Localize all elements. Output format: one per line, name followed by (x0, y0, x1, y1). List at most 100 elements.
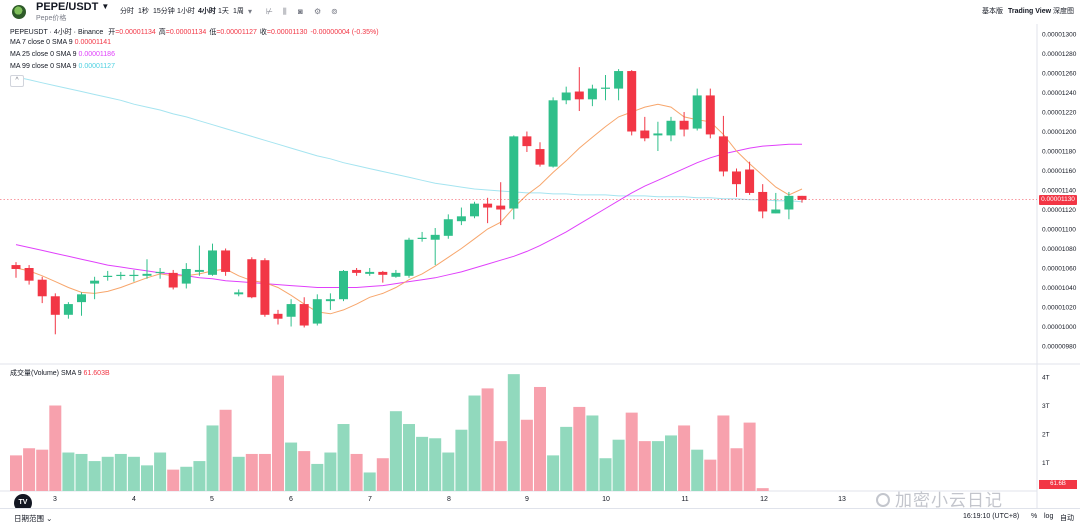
volume-bar-up (403, 424, 415, 491)
volume-bar-up (547, 455, 560, 491)
view-option-1[interactable]: Trading View (1008, 8, 1052, 15)
time-axis-label: 8 (447, 496, 451, 503)
time-axis-label: 3 (53, 496, 57, 503)
chart-header: PEPE/USDT ▼ Pepe价格 分时 1秒 15分钟 1小时 4小时 1天 1周 ▾ ⊬… (0, 0, 1080, 22)
price-axis-label: 0.00001160 (1042, 168, 1076, 175)
timeframe-0[interactable]: 分时 (120, 8, 134, 15)
timeframe-5[interactable]: 1天 (218, 8, 229, 15)
candle-up (509, 136, 519, 209)
candle-down (496, 205, 506, 210)
candle-down (273, 313, 283, 319)
indicator-icon[interactable]: ⊬ (266, 7, 273, 16)
ma25-label: MA 25 close 0 SMA 9 (10, 51, 77, 58)
percent-scale-button[interactable]: % (1031, 513, 1038, 520)
candle-up (587, 88, 597, 100)
price-axis-label: 0.00001260 (1042, 71, 1077, 78)
timeframe-2[interactable]: 15分钟 (153, 8, 175, 15)
price-chart[interactable]: 0.00001300 0.00001280 0.00001260 0.00001240… (0, 24, 1080, 512)
chevron-down-icon[interactable]: ▾ (248, 7, 253, 16)
volume-bar-up (389, 411, 402, 491)
volume-bar-down (573, 406, 586, 491)
candle-up (90, 280, 100, 284)
candle-up (771, 209, 781, 214)
symbol-name: PEPE/USDT (36, 1, 99, 13)
symbol-selector[interactable]: PEPE/USDT ▼ (36, 1, 109, 13)
candle-down (221, 250, 231, 272)
ma25-value: 0.00001186 (78, 51, 115, 58)
volume-bar-up (114, 453, 127, 491)
date-range-selector[interactable]: 日期范围 ⌄ (14, 513, 52, 524)
volume-bar-up (599, 458, 612, 491)
fullscreen-icon[interactable]: ⊚ (331, 7, 338, 16)
chart-area[interactable]: 0.00001300 0.00001280 0.00001260 0.00001240… (0, 24, 1080, 512)
chevron-down-icon: ▼ (101, 2, 110, 11)
date-range-label: 日期范围 (14, 514, 44, 523)
volume-axis-label: 1T (1042, 460, 1050, 467)
timeframe-4[interactable]: 4小时 (198, 8, 216, 15)
log-scale-button[interactable]: log (1044, 513, 1054, 520)
chart-type-icon[interactable]: ⫼ (283, 7, 287, 16)
auto-scale-button[interactable]: 自动 (1060, 515, 1074, 522)
candle-down (24, 268, 34, 281)
timeframe-1[interactable]: 1秒 (138, 8, 149, 15)
time-axis-label: 13 (838, 496, 846, 503)
ma99-line (15, 76, 803, 203)
volume-bar-up (665, 435, 677, 491)
time-axis-label: 12 (760, 496, 768, 503)
price-axis-label: 0.00001100 (1042, 227, 1076, 234)
ma7-legend[interactable]: MA 7 close 0 SMA 9 0.00001141 (10, 38, 111, 48)
volume-sma-label: SMA 9 (60, 370, 82, 377)
candle-down (640, 130, 650, 139)
volume-bar-up (127, 456, 140, 491)
candle-up (129, 274, 139, 277)
volume-value: 61.603B (83, 370, 110, 377)
ohlc-value-0: =0.00001134 (115, 29, 156, 36)
candle-up (181, 268, 191, 284)
volume-bar-down (245, 453, 258, 491)
candle-up (312, 299, 322, 324)
volume-bar-up (180, 466, 193, 491)
price-axis-label: 0.00001220 (1042, 110, 1077, 117)
candle-up (103, 275, 113, 277)
candle-up (784, 195, 794, 210)
camera-icon[interactable]: ◙ (298, 7, 303, 16)
settings-icon[interactable]: ⚙ (314, 7, 322, 16)
view-option-2[interactable]: 深度图 (1053, 8, 1074, 15)
collapse-legend-button[interactable]: ^ (10, 75, 24, 87)
volume-bar-up (429, 438, 442, 491)
ma99-value: 0.00001127 (78, 63, 115, 70)
view-option-0[interactable]: 基本版 (982, 8, 1003, 15)
ma25-legend[interactable]: MA 25 close 0 SMA 9 0.00001186 (10, 50, 115, 60)
timeframe-6[interactable]: 1周 (233, 8, 244, 15)
price-axis-label: 0.00000980 (1042, 344, 1077, 351)
candle-down (50, 296, 60, 315)
volume-bar-down (10, 455, 22, 491)
volume-bar-down (36, 449, 49, 491)
volume-bar-down (730, 448, 743, 491)
candle-down (797, 195, 807, 200)
timeframe-3[interactable]: 1小时 (177, 8, 195, 15)
candle-up (339, 270, 348, 300)
candle-up (77, 294, 86, 303)
candle-down (11, 265, 21, 269)
volume-bar-down (350, 453, 363, 491)
time-axis-label: 9 (525, 496, 529, 503)
volume-legend[interactable]: 成交量(Volume) SMA 9 61.603B (10, 369, 110, 379)
volume-bar-up (75, 453, 88, 491)
price-axis-label: 0.00001200 (1042, 129, 1077, 136)
price-axis-label: 0.00001240 (1042, 90, 1077, 97)
volume-bar-down (23, 448, 36, 491)
candle-down (352, 269, 362, 273)
candle-down (247, 259, 257, 298)
volume-bar-down (376, 458, 389, 491)
tradingview-logo: TV (14, 494, 32, 512)
price-axis-label: 0.00001020 (1042, 305, 1077, 312)
ohlc-key-0: 开 (108, 29, 116, 36)
time-axis-label: 10 (602, 496, 610, 503)
volume-bar-down (625, 412, 638, 491)
ma99-legend[interactable]: MA 99 close 0 SMA 9 0.00001127 (10, 62, 115, 72)
volume-bar-down (520, 419, 533, 491)
volume-bar-up (691, 449, 704, 491)
candle-down (483, 203, 493, 208)
